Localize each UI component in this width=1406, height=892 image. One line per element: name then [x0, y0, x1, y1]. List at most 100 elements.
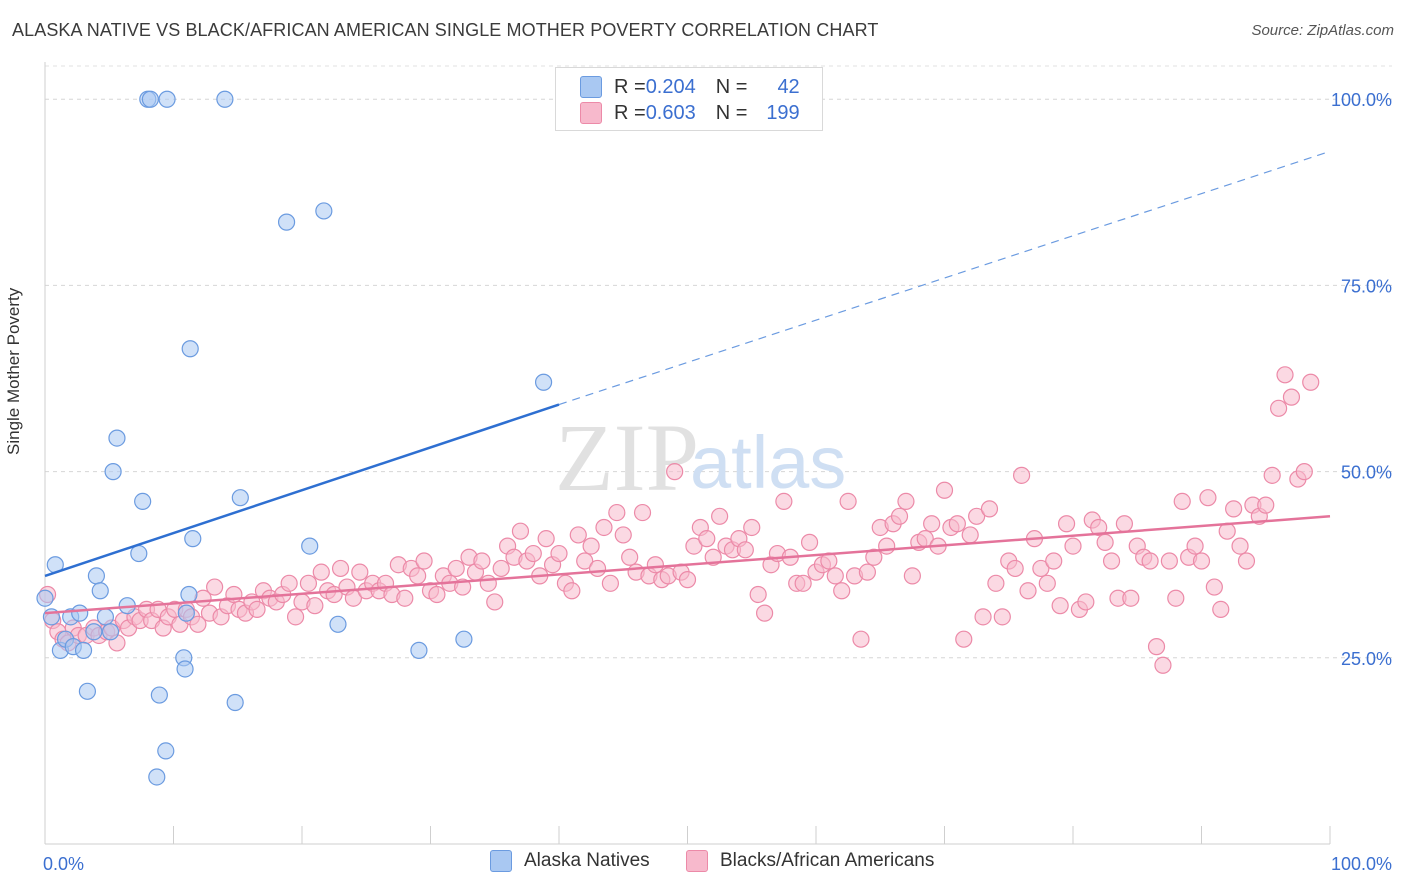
point-alaska: [36, 589, 54, 607]
point-alaska: [177, 604, 195, 622]
point-black: [961, 526, 979, 544]
point-black: [1096, 533, 1114, 551]
watermark-atlas: atlas: [690, 421, 846, 504]
legend-row-black: R = 0.603 N = 199: [580, 101, 800, 125]
point-black: [409, 567, 427, 585]
point-black: [923, 515, 941, 533]
legend-r-value: 0.204: [645, 75, 696, 98]
point-black: [621, 548, 639, 566]
x-tick-label-max: 100.0%: [1331, 854, 1392, 874]
legend-n-label: N =: [715, 101, 748, 124]
point-black: [1225, 500, 1243, 518]
point-black: [1141, 552, 1159, 570]
point-black: [1205, 578, 1223, 596]
point-black: [974, 608, 992, 626]
legend-n-value: 42: [777, 75, 800, 98]
point-black: [1257, 496, 1275, 514]
point-black: [1102, 552, 1121, 570]
trend-line-alaska-extension: [558, 150, 1331, 406]
point-alaska: [104, 463, 122, 481]
point-black: [935, 481, 954, 499]
point-black: [878, 537, 896, 555]
point-black: [248, 600, 266, 619]
point-alaska: [101, 623, 120, 641]
point-alaska: [130, 544, 148, 563]
point-alaska: [157, 742, 175, 760]
point-black: [569, 526, 587, 544]
point-black: [563, 582, 581, 600]
legend-n-label: N =: [715, 75, 748, 98]
point-black: [1051, 597, 1069, 615]
point-black: [1186, 537, 1204, 555]
point-alaska: [96, 608, 114, 626]
point-alaska: [181, 340, 199, 358]
point-alaska: [216, 90, 234, 108]
point-black: [865, 548, 883, 566]
point-black: [1173, 492, 1191, 511]
point-black: [711, 507, 729, 525]
point-alaska: [148, 768, 166, 786]
scatter-points: [36, 90, 1320, 786]
source-label: Source: ZipAtlas.com: [1251, 22, 1394, 39]
grid: [45, 65, 1392, 659]
point-black: [1038, 574, 1056, 592]
point-black: [1115, 515, 1134, 533]
point-alaska: [176, 660, 194, 678]
series-legend: Alaska Natives Blacks/African Americans: [0, 850, 1406, 878]
point-black: [396, 589, 414, 607]
axes: [44, 62, 1331, 845]
point-black: [698, 530, 716, 548]
point-black: [852, 630, 870, 648]
point-black: [351, 563, 369, 581]
point-alaska: [85, 623, 103, 641]
point-alaska: [231, 489, 249, 507]
point-black: [447, 559, 465, 578]
point-black: [1269, 399, 1288, 417]
point-black: [1012, 466, 1031, 484]
point-alaska: [78, 682, 97, 700]
point-black: [486, 593, 504, 611]
point-alaska: [134, 492, 152, 511]
point-alaska: [71, 604, 89, 622]
point-black: [428, 585, 446, 604]
point-black: [1045, 552, 1063, 570]
legend-r-label: R =: [614, 75, 646, 98]
point-black: [1032, 559, 1050, 578]
point-black: [1154, 656, 1172, 674]
point-black: [749, 585, 767, 604]
point-black: [608, 503, 626, 522]
point-black: [897, 492, 915, 511]
watermark-zip: ZIP: [555, 404, 699, 511]
legend-n-value: 199: [766, 101, 800, 124]
point-black: [678, 571, 697, 589]
point-alaska: [141, 90, 159, 108]
point-black: [633, 503, 652, 522]
point-black: [415, 552, 433, 570]
legend-r-label: R =: [614, 101, 646, 124]
point-black: [206, 578, 224, 596]
point-black: [968, 507, 986, 525]
legend-item-black[interactable]: Blacks/African Americans: [686, 850, 934, 872]
point-black: [576, 552, 594, 570]
point-black: [595, 518, 613, 537]
point-alaska: [87, 567, 106, 585]
stats-legend: R = 0.204 N = 42 R = 0.603 N = 199: [555, 67, 823, 131]
point-black: [511, 522, 530, 540]
point-black: [1147, 638, 1166, 656]
legend-swatch-black: [580, 102, 602, 124]
point-black: [794, 574, 812, 592]
point-alaska: [91, 582, 109, 600]
point-alaska: [315, 202, 333, 220]
point-black: [614, 526, 632, 544]
point-black: [479, 574, 497, 592]
point-black: [736, 541, 754, 559]
point-black: [1160, 552, 1178, 570]
point-alaska: [150, 686, 168, 704]
legend-r-value: 0.603: [645, 101, 696, 124]
legend-label-black: Blacks/African Americans: [720, 850, 935, 871]
tick-labels: 25.0% 50.0% 75.0% 100.0% 0.0% 100.0%: [43, 90, 1392, 874]
point-black: [1077, 593, 1095, 611]
point-black: [1231, 537, 1249, 555]
legend-item-alaska[interactable]: Alaska Natives: [490, 850, 650, 872]
point-black: [299, 574, 318, 592]
